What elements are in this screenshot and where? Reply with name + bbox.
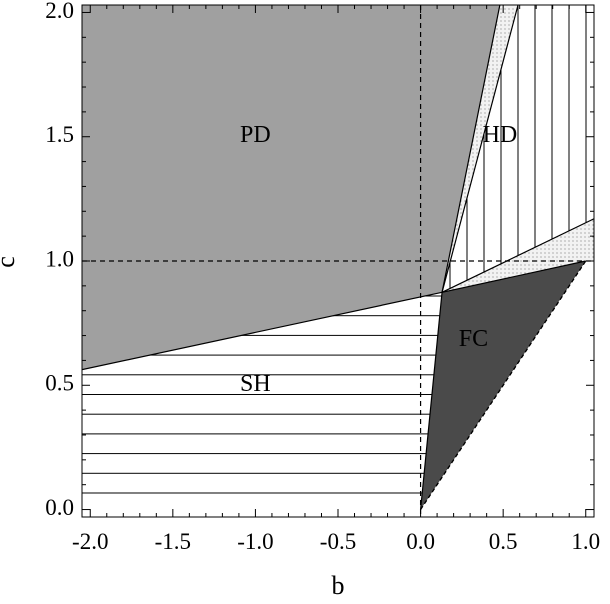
x-tick-label: -2.0	[72, 529, 108, 554]
x-axis-label: b	[332, 571, 345, 600]
boundaries-layer	[82, 5, 594, 510]
boundary-line-1	[441, 5, 501, 293]
boundary-line-2	[441, 5, 519, 293]
y-tick-label: 1.5	[45, 122, 74, 147]
boundary-line-3	[441, 218, 594, 293]
boundary-line-0	[82, 291, 443, 371]
region-labels-layer: PD HD SH FC	[240, 122, 517, 397]
x-tick-label: 0.0	[406, 529, 435, 554]
region-label-pd: PD	[240, 122, 271, 148]
ticks-layer: -2.0 -1.5 -1.0 -0.5 0.0 0.5 1.0 0.0 0.5 1.0 1.5 2.0	[45, 0, 600, 554]
x-tick-label: 1.0	[571, 529, 600, 554]
x-tick-label: 0.5	[489, 529, 518, 554]
x-tick-label: -1.0	[237, 529, 273, 554]
region-hd	[442, 5, 594, 293]
region-label-fc: FC	[459, 326, 488, 352]
y-axis-label: c	[0, 256, 20, 268]
x-tick-label: -0.5	[320, 529, 356, 554]
boundary-line-4	[441, 260, 586, 293]
x-tick-label: -1.5	[155, 529, 191, 554]
region-label-sh: SH	[240, 371, 271, 397]
y-tick-label: 0.0	[45, 495, 74, 520]
reference-lines-layer	[82, 5, 594, 517]
y-tick-label: 1.0	[45, 246, 74, 271]
y-tick-label: 2.0	[45, 0, 74, 23]
regions-layer	[82, 5, 594, 510]
boundary-line-7	[420, 260, 587, 510]
region-sh	[82, 292, 443, 510]
region-label-hd: HD	[483, 122, 518, 148]
plot-area	[82, 5, 594, 517]
y-tick-label: 0.5	[45, 371, 74, 396]
boundary-line-5	[419, 292, 443, 510]
region-pd	[82, 5, 500, 370]
